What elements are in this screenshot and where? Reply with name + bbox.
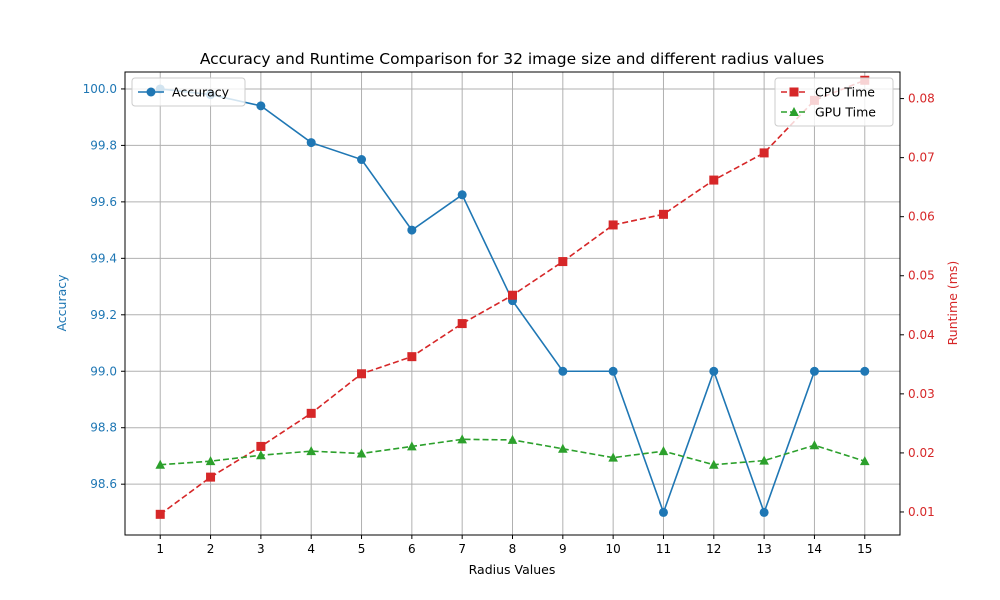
data-point-accuracy — [558, 366, 568, 376]
data-point-cpu-time — [256, 441, 266, 451]
series-layer — [155, 75, 870, 519]
legend-marker-cpu-time — [789, 87, 799, 97]
legend-label-cpu-time: CPU Time — [815, 85, 875, 100]
grid — [125, 72, 900, 535]
data-point-accuracy — [658, 507, 668, 517]
x-tick-label: 6 — [408, 542, 416, 556]
data-point-cpu-time — [709, 175, 719, 185]
legend-marker-accuracy — [146, 87, 156, 97]
data-point-cpu-time — [357, 369, 367, 379]
y-left-tick-label: 98.6 — [90, 477, 117, 491]
y-axis-right: 0.01 0.02 0.03 0.04 0.05 0.06 0.07 0.08 — [900, 92, 935, 519]
data-point-cpu-time — [155, 509, 165, 519]
x-tick-label: 15 — [857, 542, 872, 556]
y-left-tick-label: 99.6 — [90, 195, 117, 209]
y-left-tick-label: 99.2 — [90, 308, 117, 322]
data-point-gpu-time — [155, 459, 166, 469]
x-tick-label: 3 — [257, 542, 265, 556]
data-point-cpu-time — [658, 209, 668, 219]
legend-box — [774, 77, 894, 127]
x-tick-label: 12 — [706, 542, 721, 556]
legend-marker-gpu-time — [789, 107, 799, 116]
data-point-accuracy — [709, 366, 719, 376]
data-point-gpu-time — [407, 441, 417, 451]
y-right-tick-label: 0.08 — [908, 92, 935, 106]
data-point-gpu-time — [256, 450, 266, 460]
y-left-tick-label: 98.8 — [90, 421, 117, 435]
y-right-tick-label: 0.03 — [908, 387, 935, 401]
data-point-gpu-time — [558, 443, 568, 453]
data-point-gpu-time — [658, 446, 669, 456]
y-axis-right-label: Runtime (ms) — [945, 261, 960, 346]
data-point-gpu-time — [809, 440, 820, 450]
x-tick-label: 4 — [307, 542, 315, 556]
legend-left: Accuracy — [131, 77, 246, 107]
data-point-cpu-time — [306, 408, 316, 418]
y-axis-left: 98.6 98.8 99.0 99.2 99.4 99.6 99.8 100.0 — [83, 82, 125, 491]
data-point-gpu-time — [306, 446, 317, 456]
data-point-accuracy — [860, 366, 870, 376]
x-tick-label: 1 — [156, 542, 164, 556]
y-right-tick-label: 0.05 — [908, 269, 935, 283]
y-axis-left-label: Accuracy — [54, 274, 69, 332]
data-point-gpu-time — [708, 459, 719, 469]
data-point-cpu-time — [508, 290, 517, 300]
data-point-cpu-time — [457, 319, 467, 329]
series-gpu-time — [155, 434, 870, 469]
data-point-accuracy — [809, 366, 819, 376]
data-point-accuracy — [357, 155, 367, 165]
y-left-tick-label: 99.0 — [90, 364, 117, 378]
data-point-accuracy — [306, 138, 316, 148]
data-point-accuracy — [457, 190, 467, 200]
data-point-gpu-time — [759, 455, 769, 465]
data-point-cpu-time — [206, 472, 216, 482]
data-point-gpu-time — [356, 448, 367, 458]
data-point-accuracy — [759, 507, 769, 517]
x-tick-label: 9 — [559, 542, 567, 556]
x-tick-label: 2 — [207, 542, 215, 556]
y-right-tick-label: 0.06 — [908, 210, 935, 224]
chart-title: Accuracy and Runtime Comparison for 32 i… — [200, 50, 824, 68]
x-tick-label: 14 — [807, 542, 822, 556]
y-right-tick-label: 0.02 — [908, 446, 935, 460]
y-right-tick-label: 0.04 — [908, 328, 935, 342]
data-point-cpu-time — [759, 148, 769, 158]
data-point-cpu-time — [558, 257, 568, 267]
data-point-gpu-time — [457, 434, 467, 444]
data-point-accuracy — [407, 225, 417, 235]
y-right-tick-label: 0.01 — [908, 505, 935, 519]
data-point-gpu-time — [507, 434, 518, 444]
x-tick-label: 10 — [606, 542, 621, 556]
legend-box — [131, 77, 246, 107]
data-point-gpu-time — [859, 456, 870, 466]
data-point-gpu-time — [608, 452, 618, 462]
y-left-tick-label: 100.0 — [83, 82, 117, 96]
y-left-tick-label: 99.8 — [90, 138, 117, 152]
x-tick-label: 8 — [509, 542, 517, 556]
legend-right: CPU Time GPU Time — [774, 77, 894, 127]
x-tick-label: 5 — [358, 542, 366, 556]
y-right-tick-label: 0.07 — [908, 151, 935, 165]
x-axis: 1 2 3 4 5 6 7 8 9 10 11 12 13 14 15 — [156, 535, 872, 556]
legend-label-accuracy: Accuracy — [172, 85, 230, 100]
data-point-cpu-time — [608, 220, 618, 230]
x-tick-label: 11 — [656, 542, 671, 556]
data-point-gpu-time — [205, 456, 216, 466]
y-left-tick-label: 99.4 — [90, 251, 117, 265]
legend-label-gpu-time: GPU Time — [815, 105, 876, 120]
x-axis-label: Radius Values — [469, 562, 556, 577]
data-point-accuracy — [256, 101, 266, 111]
data-point-cpu-time — [407, 352, 417, 362]
x-tick-label: 13 — [756, 542, 771, 556]
x-tick-label: 7 — [458, 542, 466, 556]
data-point-accuracy — [608, 366, 618, 376]
